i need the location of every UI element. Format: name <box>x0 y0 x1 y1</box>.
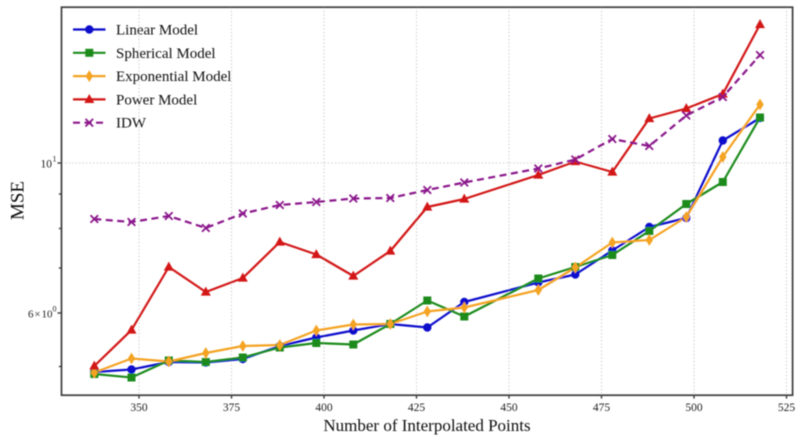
svg-text:Linear Model: Linear Model <box>116 23 198 39</box>
svg-text:0: 0 <box>53 305 57 314</box>
svg-text:6 × 10: 6 × 10 <box>28 309 53 321</box>
svg-text:Power Model: Power Model <box>116 92 197 108</box>
svg-text:1: 1 <box>53 155 57 164</box>
svg-text:350: 350 <box>130 402 148 414</box>
svg-text:500: 500 <box>685 402 703 414</box>
svg-text:425: 425 <box>408 402 426 414</box>
svg-text:450: 450 <box>500 402 518 414</box>
svg-text:475: 475 <box>593 402 611 414</box>
svg-text:MSE: MSE <box>8 181 29 220</box>
svg-text:Exponential Model: Exponential Model <box>116 69 231 85</box>
svg-text:400: 400 <box>315 402 333 414</box>
svg-text:Number of Interpolated Points: Number of Interpolated Points <box>323 416 530 435</box>
svg-text:IDW: IDW <box>116 116 147 132</box>
svg-text:Spherical Model: Spherical Model <box>116 46 216 62</box>
svg-text:525: 525 <box>778 402 796 414</box>
svg-text:10: 10 <box>41 159 53 171</box>
svg-text:375: 375 <box>223 402 241 414</box>
